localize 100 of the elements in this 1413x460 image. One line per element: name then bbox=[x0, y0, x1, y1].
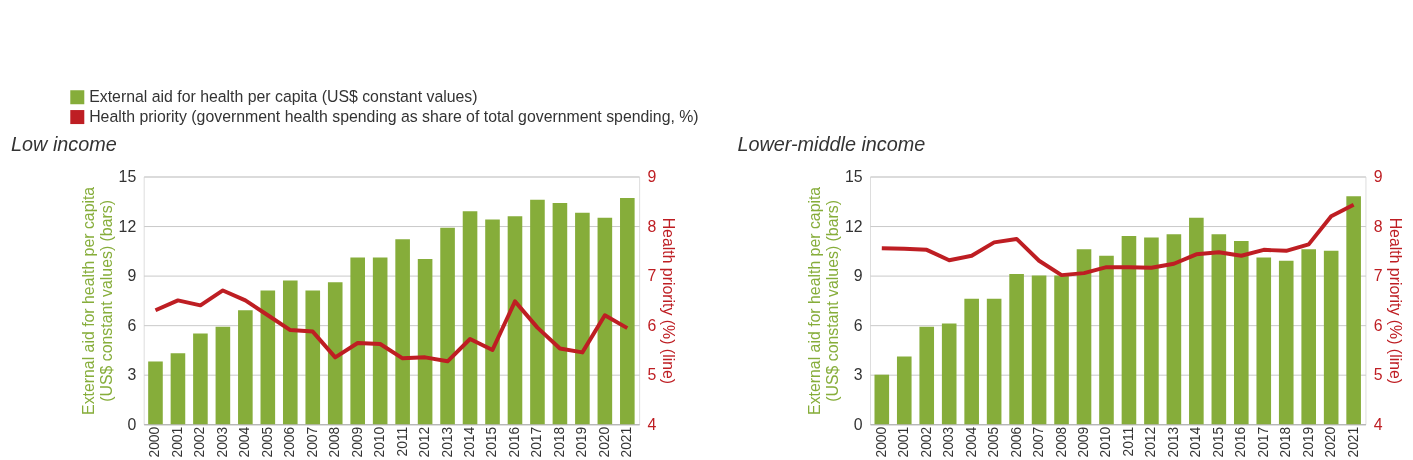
x-tick-label: 2014 bbox=[1187, 426, 1204, 458]
bar bbox=[1256, 257, 1272, 425]
bar bbox=[986, 298, 1002, 425]
x-tick-label: 2018 bbox=[1277, 426, 1294, 458]
x-tick-label: 2004 bbox=[236, 426, 253, 458]
y2-tick-label: 4 bbox=[1373, 415, 1383, 433]
y-tick-label: 15 bbox=[118, 167, 137, 185]
x-tick-label: 2005 bbox=[985, 426, 1002, 458]
bar bbox=[874, 374, 890, 425]
y-tick-label: 15 bbox=[844, 167, 863, 185]
x-tick-label: 2019 bbox=[1299, 426, 1316, 458]
bar bbox=[417, 259, 433, 425]
y2-axis-title: Health priority (%) (line) bbox=[1386, 217, 1404, 385]
bar bbox=[1031, 275, 1047, 425]
x-tick-label: 2020 bbox=[1322, 426, 1339, 458]
bar bbox=[1301, 249, 1317, 425]
legend-label: Health priority (government health spending as share of total government spending, %) bbox=[89, 108, 699, 126]
y-tick-label: 9 bbox=[853, 267, 863, 285]
x-tick-label: 2018 bbox=[550, 426, 567, 458]
bar bbox=[440, 227, 455, 425]
x-tick-label: 2015 bbox=[483, 426, 500, 458]
chart-title: Lower-middle income bbox=[737, 132, 926, 155]
bar bbox=[1099, 255, 1114, 425]
bar bbox=[919, 326, 935, 425]
bar bbox=[507, 216, 523, 425]
bar bbox=[597, 217, 613, 425]
x-tick-label: 2021 bbox=[618, 426, 635, 458]
line-series bbox=[153, 288, 630, 364]
x-tick-label: 2015 bbox=[1209, 426, 1226, 458]
bar bbox=[238, 310, 253, 425]
bar bbox=[260, 290, 276, 425]
legend-label: External aid for health per capita (US$ constant values) bbox=[89, 88, 478, 106]
bar bbox=[1076, 249, 1092, 425]
y2-tick-label: 5 bbox=[1373, 366, 1383, 384]
bar bbox=[1211, 234, 1227, 425]
bar bbox=[462, 211, 478, 425]
y2-tick-label: 9 bbox=[647, 167, 657, 185]
bar bbox=[1054, 275, 1069, 425]
bar bbox=[282, 280, 298, 425]
y-tick-label: 0 bbox=[853, 415, 863, 433]
x-tick-label: 2000 bbox=[872, 426, 889, 458]
y2-axis-title: Health priority (%) (line) bbox=[660, 217, 678, 385]
y-tick-label: 9 bbox=[127, 267, 137, 285]
x-tick-label: 2000 bbox=[146, 426, 163, 458]
y-tick-label: 12 bbox=[118, 217, 137, 235]
y2-tick-label: 6 bbox=[1373, 316, 1383, 334]
x-tick-label: 2006 bbox=[281, 426, 298, 458]
y-tick-label: 6 bbox=[853, 316, 863, 334]
bar bbox=[1323, 250, 1339, 425]
bar bbox=[1346, 196, 1361, 425]
bar bbox=[1009, 273, 1024, 425]
x-tick-label: 2007 bbox=[1030, 426, 1047, 458]
bar bbox=[964, 298, 979, 425]
x-tick-label: 2002 bbox=[917, 426, 934, 458]
x-tick-label: 2013 bbox=[1164, 426, 1181, 458]
bar bbox=[350, 257, 365, 425]
bar bbox=[170, 353, 186, 425]
y2-tick-label: 6 bbox=[647, 316, 657, 334]
bar bbox=[1278, 260, 1294, 425]
x-tick-label: 2016 bbox=[1232, 426, 1249, 458]
x-tick-label: 2004 bbox=[962, 426, 979, 458]
x-tick-label: 2005 bbox=[258, 426, 275, 458]
y-tick-label: 12 bbox=[844, 217, 863, 235]
x-tick-label: 2019 bbox=[573, 426, 590, 458]
bar bbox=[1233, 240, 1249, 425]
x-tick-label: 2001 bbox=[895, 426, 912, 458]
bar bbox=[193, 333, 208, 425]
y-axis-title: External aid for health per capita (US$ constant values) (bars) bbox=[79, 186, 115, 415]
x-tick-label: 2002 bbox=[191, 426, 208, 458]
x-tick-label: 2017 bbox=[1254, 426, 1271, 458]
bar bbox=[485, 219, 500, 425]
x-tick-label: 2001 bbox=[168, 426, 185, 458]
y2-tick-label: 7 bbox=[1373, 267, 1383, 285]
x-tick-label: 2003 bbox=[213, 426, 230, 458]
x-tick-label: 2021 bbox=[1344, 426, 1361, 458]
x-tick-label: 2006 bbox=[1007, 426, 1024, 458]
x-tick-label: 2011 bbox=[393, 426, 410, 457]
x-tick-label: 2008 bbox=[1052, 426, 1069, 458]
x-tick-label: 2010 bbox=[371, 426, 388, 458]
bar bbox=[552, 202, 568, 425]
x-tick-label: 2014 bbox=[461, 426, 477, 458]
bar bbox=[1166, 234, 1182, 425]
line-series bbox=[879, 202, 1356, 278]
chart-title: Low income bbox=[11, 132, 117, 155]
x-tick-label: 2008 bbox=[326, 426, 343, 458]
x-tick-label: 2017 bbox=[528, 426, 545, 458]
bar bbox=[620, 197, 635, 425]
y2-tick-label: 9 bbox=[1373, 167, 1383, 185]
bar bbox=[941, 323, 957, 425]
y2-tick-label: 8 bbox=[1373, 217, 1383, 235]
bar bbox=[1144, 237, 1159, 425]
bar bbox=[1121, 235, 1137, 425]
bar bbox=[215, 326, 231, 425]
bar bbox=[372, 257, 388, 425]
x-tick-label: 2012 bbox=[1142, 426, 1159, 458]
y2-tick-label: 8 bbox=[647, 217, 657, 235]
y-tick-label: 3 bbox=[853, 366, 863, 384]
x-tick-label: 2010 bbox=[1097, 426, 1114, 458]
x-tick-label: 2013 bbox=[438, 426, 455, 458]
x-tick-label: 2003 bbox=[940, 426, 957, 458]
